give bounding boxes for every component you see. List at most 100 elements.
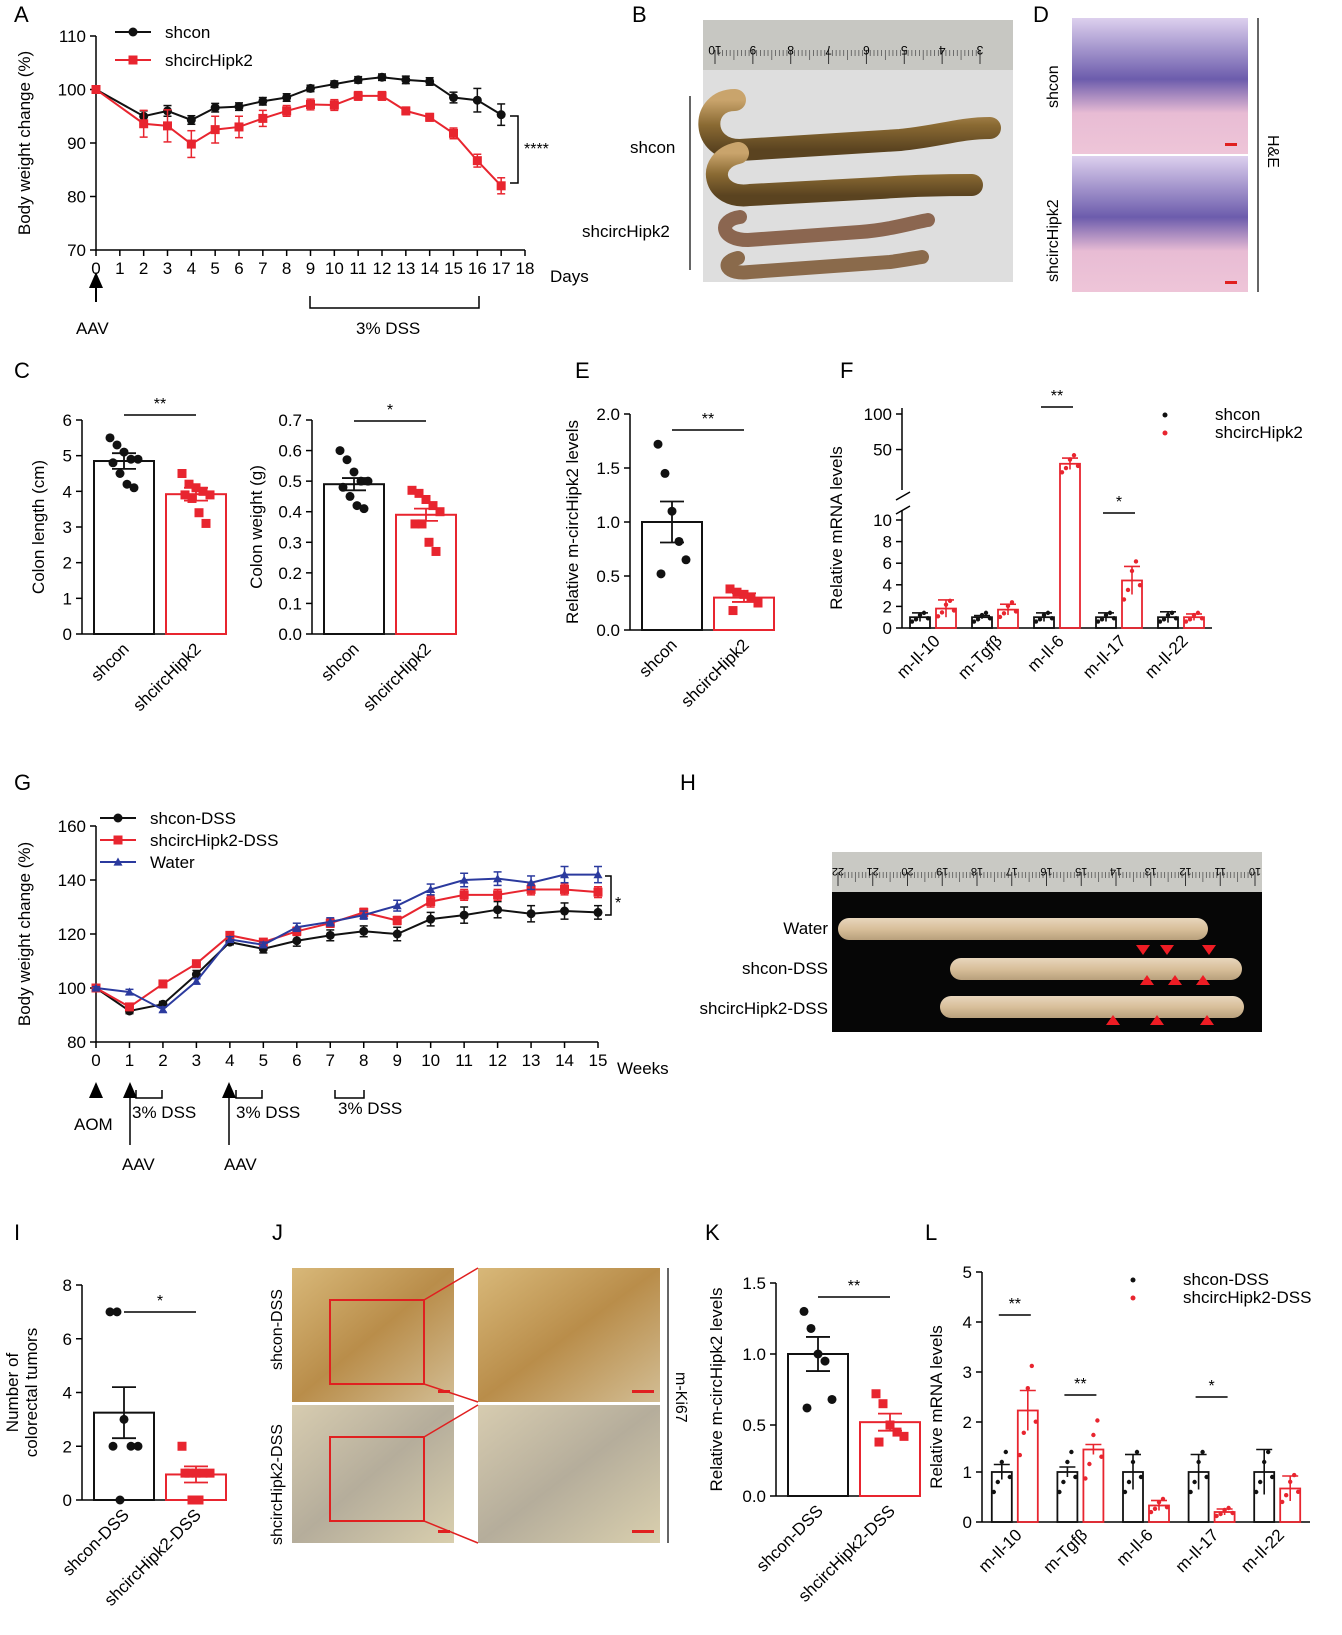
x-tick-label: 6 bbox=[234, 259, 243, 278]
data-point bbox=[1152, 1506, 1158, 1512]
data-point bbox=[306, 99, 315, 109]
h-label-shcirc: shcircHipk2-DSS bbox=[700, 999, 828, 1018]
sig-bracket-g bbox=[605, 875, 612, 916]
data-point bbox=[426, 914, 436, 924]
data-point bbox=[917, 612, 923, 618]
ruler-number: 18 bbox=[971, 865, 983, 877]
data-point bbox=[1025, 1386, 1031, 1391]
ruler-number: 9 bbox=[749, 43, 756, 57]
data-point bbox=[1292, 1472, 1297, 1478]
group-label-shcon: shcon bbox=[630, 138, 675, 157]
data-point bbox=[112, 440, 122, 450]
x-tick-label: m-Il-22 bbox=[1141, 631, 1192, 682]
data-point bbox=[951, 608, 957, 613]
data-point bbox=[198, 1468, 208, 1478]
ruler-number: 21 bbox=[867, 865, 879, 877]
chart-c-colon-length: 0 1 2 3 4 5 6 Colon length (cm) shconshcircHipk2… bbox=[29, 396, 227, 715]
x-tick-label: 8 bbox=[359, 1051, 368, 1070]
data-point bbox=[1103, 612, 1109, 618]
data-point bbox=[660, 468, 670, 478]
data-point bbox=[377, 72, 387, 82]
data-point bbox=[329, 79, 339, 89]
data-point bbox=[119, 447, 129, 457]
ruler-number: 12 bbox=[1179, 865, 1191, 877]
data-point bbox=[1156, 1500, 1162, 1505]
x-tick-label: m-Tgfβ bbox=[1039, 1525, 1091, 1577]
data-point bbox=[356, 476, 366, 486]
x-tick-label: 4 bbox=[187, 259, 196, 278]
data-point bbox=[947, 598, 953, 603]
x-tick-label: 15 bbox=[589, 1051, 608, 1070]
data-point bbox=[593, 907, 603, 917]
y-tick-label: 5 bbox=[963, 1263, 972, 1282]
data-point bbox=[401, 106, 411, 116]
data-point bbox=[892, 1427, 902, 1437]
data-point bbox=[1161, 617, 1167, 622]
aav-arrowhead bbox=[89, 272, 103, 288]
ruler-number: 14 bbox=[1110, 865, 1122, 877]
x-tick-label: 1 bbox=[125, 1051, 134, 1070]
ruler-number: 11 bbox=[1215, 865, 1226, 877]
ihc-shcon-high bbox=[478, 1268, 660, 1402]
bar-shcircHipk2-DSS bbox=[859, 1421, 921, 1498]
x-tick-label: shcircHipk2 bbox=[677, 635, 753, 711]
y-tick-label: 5 bbox=[63, 447, 72, 466]
h-label-water: Water bbox=[783, 919, 828, 938]
ihc-shcirc-low bbox=[292, 1405, 454, 1543]
x-tick-label: 13 bbox=[396, 259, 415, 278]
y-tick-label: 0.0 bbox=[278, 625, 302, 644]
data-point bbox=[191, 483, 201, 493]
ruler-number: 16 bbox=[1040, 865, 1052, 877]
data-point bbox=[983, 610, 989, 616]
panel-label-a: A bbox=[14, 2, 29, 27]
data-point bbox=[1218, 1511, 1223, 1517]
x-tick-label: 11 bbox=[455, 1051, 473, 1070]
y-axis-label: Number of bbox=[3, 1353, 22, 1433]
x-tick-label: m-Il-6 bbox=[1113, 1525, 1157, 1569]
data-point bbox=[129, 483, 139, 493]
he-image-shcon bbox=[1072, 18, 1248, 154]
data-point bbox=[899, 1431, 909, 1441]
data-point bbox=[1107, 610, 1113, 616]
panel-a-annotations: Days AAV 3% DSS **** bbox=[76, 115, 589, 338]
x-tick-label: m-Il-22 bbox=[1237, 1525, 1288, 1576]
data-point bbox=[925, 616, 931, 621]
x-tick-label: m-Il-17 bbox=[1172, 1525, 1223, 1576]
data-point bbox=[115, 469, 125, 478]
data-point bbox=[459, 875, 469, 884]
sig-label: ** bbox=[1009, 1296, 1021, 1313]
data-point bbox=[282, 93, 292, 103]
colon-3 bbox=[718, 210, 935, 248]
data-point bbox=[449, 93, 458, 103]
stain-label: H&E bbox=[1264, 135, 1281, 168]
data-point bbox=[126, 454, 136, 464]
scale-bar bbox=[632, 1530, 654, 1533]
panel-label-l: L bbox=[925, 1220, 937, 1245]
zoom-box-shcirc bbox=[329, 1436, 425, 1522]
data-point bbox=[91, 85, 101, 94]
chart-e-circhipk2: 0.0 0.5 1.0 1.5 2.0 Relative m-circHipk2 leve… bbox=[563, 405, 775, 711]
x-tick-label: 14 bbox=[555, 1051, 574, 1070]
data-point bbox=[1095, 619, 1101, 624]
data-point bbox=[653, 439, 663, 449]
data-point bbox=[325, 930, 335, 940]
y-tick-label: 160 bbox=[58, 817, 86, 836]
data-point bbox=[1138, 1474, 1144, 1480]
x-tick-label: shcon bbox=[87, 639, 133, 685]
data-point bbox=[210, 103, 220, 113]
ruler-ticks-h: 22 21 20 19 18 17 16 15 14 13 12 11 10 bbox=[832, 865, 1261, 886]
ruler-number: 3 bbox=[976, 43, 983, 57]
data-point bbox=[1099, 1454, 1104, 1459]
y-tick-label: 0.4 bbox=[278, 503, 302, 522]
y-tick-label: 0 bbox=[883, 619, 892, 638]
data-point bbox=[493, 874, 503, 883]
data-point bbox=[428, 501, 438, 511]
series-line bbox=[95, 88, 502, 187]
dss-bracket bbox=[309, 296, 480, 309]
scale-bar-shcon bbox=[1225, 143, 1237, 146]
data-point bbox=[1017, 1452, 1022, 1458]
j-row-label-shcirc: shcircHipk2-DSS bbox=[269, 1424, 286, 1545]
ruler-number: 8 bbox=[787, 43, 794, 57]
data-point bbox=[472, 95, 482, 105]
y-tick-label: 4 bbox=[63, 482, 72, 501]
